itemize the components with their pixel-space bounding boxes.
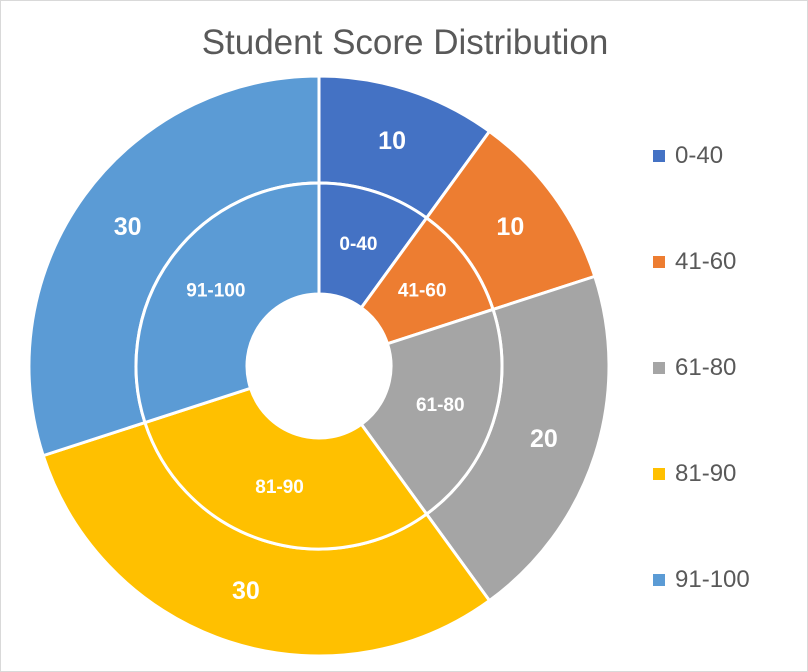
inner-data-label: 41-60 xyxy=(398,281,447,302)
inner-slice-61-80 xyxy=(359,307,504,517)
outer-data-label: 30 xyxy=(232,577,260,605)
inner-slice-91-100 xyxy=(134,181,321,425)
legend-label: 81-90 xyxy=(675,460,737,487)
outer-data-label: 10 xyxy=(496,213,524,241)
outer-data-label: 30 xyxy=(114,213,142,241)
legend-item: 41-60 xyxy=(653,247,736,277)
legend-label: 61-80 xyxy=(675,354,737,381)
inner-data-label: 91-100 xyxy=(186,281,245,302)
legend-label: 41-60 xyxy=(675,248,737,275)
legend-item: 0-40 xyxy=(653,141,723,171)
outer-data-label: 10 xyxy=(378,127,406,155)
inner-slice-81-90 xyxy=(143,386,429,551)
legend-item: 91-100 xyxy=(653,565,750,595)
legend-swatch xyxy=(653,362,665,374)
legend-label: 0-40 xyxy=(675,142,724,169)
outer-data-label: 20 xyxy=(530,425,558,453)
legend-swatch xyxy=(653,468,665,480)
legend-item: 61-80 xyxy=(653,353,736,383)
legend-item: 81-90 xyxy=(653,459,736,489)
legend-label: 91-100 xyxy=(675,566,750,593)
legend-swatch xyxy=(653,150,665,162)
chart-title: Student Score Distribution xyxy=(201,23,609,62)
inner-data-label: 81-90 xyxy=(255,477,304,498)
legend-swatch xyxy=(653,256,665,268)
legend-swatch xyxy=(653,574,665,586)
inner-data-label: 61-80 xyxy=(416,395,465,416)
inner-data-label: 0-40 xyxy=(339,234,377,255)
